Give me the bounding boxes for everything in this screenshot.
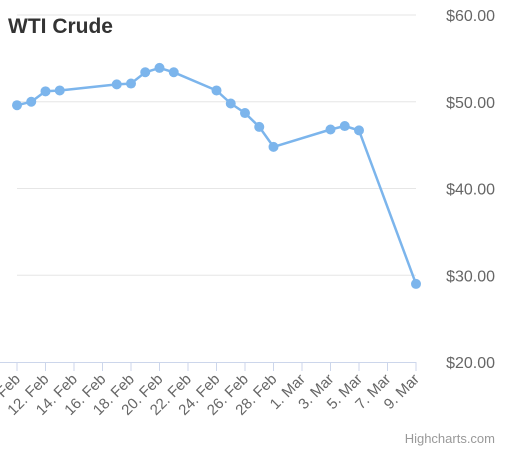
data-point[interactable] bbox=[325, 124, 336, 135]
y-tick-label: $60.00 bbox=[446, 8, 495, 25]
data-point[interactable] bbox=[268, 141, 279, 152]
grid bbox=[17, 14, 416, 276]
data-point[interactable] bbox=[354, 125, 364, 136]
y-axis: $20.00 $30.00 $40.00 $50.00 $60.00 bbox=[446, 8, 495, 372]
data-point[interactable] bbox=[240, 108, 250, 119]
data-point[interactable] bbox=[12, 100, 22, 111]
data-point[interactable] bbox=[411, 278, 421, 289]
series-line bbox=[16, 66, 418, 285]
data-point[interactable] bbox=[111, 79, 122, 90]
chart-title: WTI Crude bbox=[8, 15, 113, 38]
data-point[interactable] bbox=[26, 96, 37, 107]
data-point[interactable] bbox=[40, 86, 51, 97]
data-point[interactable] bbox=[54, 85, 65, 96]
data-point[interactable] bbox=[140, 67, 151, 78]
credits-link[interactable]: Highcharts.com bbox=[405, 431, 495, 446]
data-point[interactable] bbox=[225, 98, 236, 109]
y-tick-label: $50.00 bbox=[446, 95, 495, 112]
data-point[interactable] bbox=[254, 121, 265, 132]
data-point[interactable] bbox=[126, 78, 136, 89]
data-point[interactable] bbox=[154, 62, 165, 73]
data-point[interactable] bbox=[339, 121, 350, 132]
data-point[interactable] bbox=[168, 67, 179, 78]
y-tick-label: $20.00 bbox=[446, 355, 495, 372]
y-tick-label: $30.00 bbox=[446, 268, 495, 285]
series-layer bbox=[12, 62, 421, 289]
y-tick-label: $40.00 bbox=[446, 182, 495, 199]
data-point[interactable] bbox=[211, 85, 222, 96]
